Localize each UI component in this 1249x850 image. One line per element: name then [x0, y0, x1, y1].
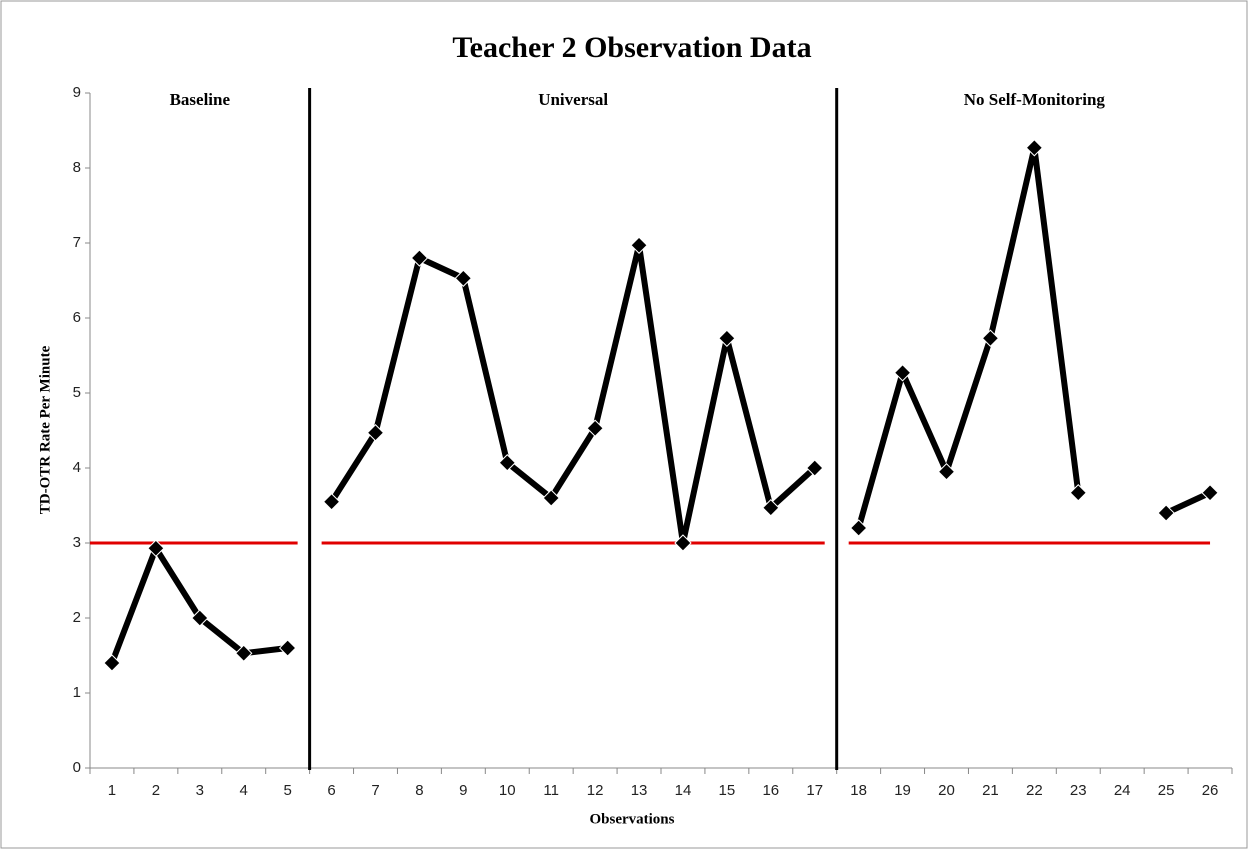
- x-tick-label: 21: [982, 782, 999, 799]
- y-tick-label: 4: [73, 459, 81, 476]
- y-tick-label: 2: [73, 609, 81, 626]
- x-tick-label: 18: [850, 782, 867, 799]
- x-tick-label: 1: [108, 782, 116, 799]
- y-tick-label: 0: [73, 759, 81, 776]
- x-tick-label: 24: [1114, 782, 1131, 799]
- data-point: [498, 454, 516, 472]
- y-tick-label: 6: [73, 309, 81, 326]
- x-tick-label: 26: [1202, 782, 1219, 799]
- data-point: [1201, 484, 1219, 502]
- x-tick-label: 3: [196, 782, 204, 799]
- y-axis-label: TD-OTR Rate Per Minute: [37, 345, 53, 514]
- y-tick-label: 7: [73, 234, 81, 251]
- data-line: [1164, 490, 1212, 516]
- x-tick-label: 22: [1026, 782, 1043, 799]
- x-tick-label: 9: [459, 782, 467, 799]
- x-tick-label: 11: [543, 782, 559, 799]
- data-point: [630, 236, 648, 254]
- x-tick-label: 4: [240, 782, 248, 799]
- data-point: [1025, 139, 1044, 157]
- x-tick-label: 17: [806, 782, 823, 799]
- x-tick-label: 7: [371, 782, 379, 799]
- x-tick-label: 2: [152, 782, 160, 799]
- x-tick-label: 10: [499, 782, 516, 799]
- data-point: [937, 463, 956, 481]
- y-tick-label: 1: [73, 684, 81, 701]
- phase-label: Baseline: [170, 90, 231, 109]
- data-point: [322, 493, 341, 511]
- data-point: [235, 644, 253, 662]
- phase-label: No Self-Monitoring: [964, 90, 1106, 109]
- data-point: [806, 459, 824, 477]
- data-point: [981, 329, 1000, 347]
- x-tick-label: 6: [327, 782, 335, 799]
- x-axis-label: Observations: [589, 811, 674, 827]
- data-point: [718, 329, 736, 347]
- data-point: [278, 639, 297, 657]
- data-point: [674, 534, 692, 552]
- data-point: [191, 609, 209, 627]
- x-tick-label: 5: [283, 782, 291, 799]
- data-point: [366, 424, 385, 442]
- data-point: [1069, 484, 1087, 502]
- data-point: [410, 249, 429, 267]
- data-point: [454, 269, 473, 287]
- data-line: [329, 242, 817, 546]
- y-tick-label: 5: [73, 384, 81, 401]
- x-tick-label: 23: [1070, 782, 1087, 799]
- data-point: [762, 499, 780, 517]
- data-point: [586, 419, 604, 437]
- data-point: [147, 539, 165, 557]
- x-tick-label: 15: [719, 782, 736, 799]
- data-point: [1157, 504, 1175, 522]
- phase-label: Universal: [538, 90, 608, 109]
- x-tick-label: 20: [938, 782, 955, 799]
- data-point: [849, 519, 868, 537]
- data-point: [542, 489, 560, 507]
- x-tick-label: 25: [1158, 782, 1175, 799]
- data-point: [893, 364, 912, 382]
- data-line: [855, 144, 1082, 529]
- x-tick-label: 14: [675, 782, 692, 799]
- y-tick-label: 3: [73, 534, 81, 551]
- chart-title: Teacher 2 Observation Data: [452, 31, 811, 64]
- x-tick-label: 12: [587, 782, 604, 799]
- data-point: [103, 654, 121, 672]
- y-tick-label: 8: [73, 159, 81, 176]
- x-tick-label: 13: [631, 782, 648, 799]
- x-tick-label: 16: [762, 782, 779, 799]
- x-tick-label: 19: [894, 782, 911, 799]
- x-tick-label: 8: [415, 782, 423, 799]
- y-tick-label: 9: [73, 84, 81, 101]
